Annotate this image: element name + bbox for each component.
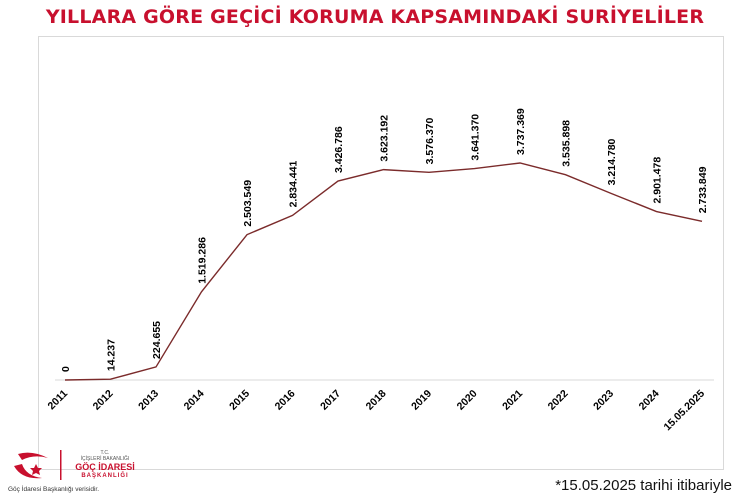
logo-source-note: Göç İdaresi Başkanlığı verisidir. <box>8 486 100 493</box>
logo-text: T.C. İÇİŞLERİ BAKANLIĞI GÖÇ İDARESİ BAŞK… <box>70 450 140 480</box>
data-label: 3.214.780 <box>606 138 618 185</box>
footnote: *15.05.2025 tarihi itibariyle <box>555 477 732 494</box>
plot-area-border <box>38 36 724 470</box>
x-tick-label: 2023 <box>591 388 616 413</box>
data-label: 2.834.441 <box>288 161 300 208</box>
data-label: 0 <box>60 366 72 372</box>
data-label: 2.901.478 <box>652 157 664 204</box>
data-label: 14.237 <box>106 339 118 371</box>
logo-tc: T.C. <box>100 450 110 456</box>
x-tick-label: 2024 <box>637 388 662 413</box>
logo-goc-idaresi: GÖÇ İDARESİ <box>75 462 135 472</box>
data-label: 3.576.370 <box>424 117 436 164</box>
data-label: 2.503.549 <box>242 180 254 227</box>
logo-baskanligi: BAŞKANLIĞI <box>81 473 129 479</box>
goc-idaresi-logo: T.C. İÇİŞLERİ BAKANLIĞI GÖÇ İDARESİ BAŞK… <box>8 446 148 500</box>
crescent-star-icon <box>14 450 62 480</box>
x-tick-label: 2016 <box>273 388 298 413</box>
x-tick-label: 2019 <box>409 388 434 413</box>
data-label: 3.737.369 <box>515 108 527 155</box>
data-label: 3.641.370 <box>470 114 482 161</box>
data-label: 2.733.849 <box>697 166 709 213</box>
x-tick-label: 2014 <box>182 388 207 413</box>
x-tick-label: 2017 <box>318 388 343 413</box>
x-tick-label: 2013 <box>136 388 161 413</box>
data-label: 3.623.192 <box>379 115 391 162</box>
logo-ministry: İÇİŞLERİ BAKANLIĞI <box>80 456 130 462</box>
x-tick-label: 2011 <box>46 388 71 413</box>
x-tick-label: 2021 <box>500 388 525 413</box>
data-label: 224.655 <box>151 321 163 359</box>
x-tick-label: 15.05.2025 <box>661 388 707 434</box>
data-label: 3.426.786 <box>333 126 345 173</box>
data-label: 3.535.898 <box>561 120 573 167</box>
chart-title: YILLARA GÖRE GEÇİCİ KORUMA KAPSAMINDAKİ … <box>45 6 705 28</box>
x-tick-label: 2020 <box>455 388 480 413</box>
x-tick-label: 2022 <box>546 388 571 413</box>
x-tick-label: 2015 <box>227 388 252 413</box>
x-tick-label: 2012 <box>91 388 116 413</box>
series-line <box>64 162 703 381</box>
x-tick-label: 2018 <box>364 388 389 413</box>
data-label: 1.519.286 <box>197 237 209 284</box>
